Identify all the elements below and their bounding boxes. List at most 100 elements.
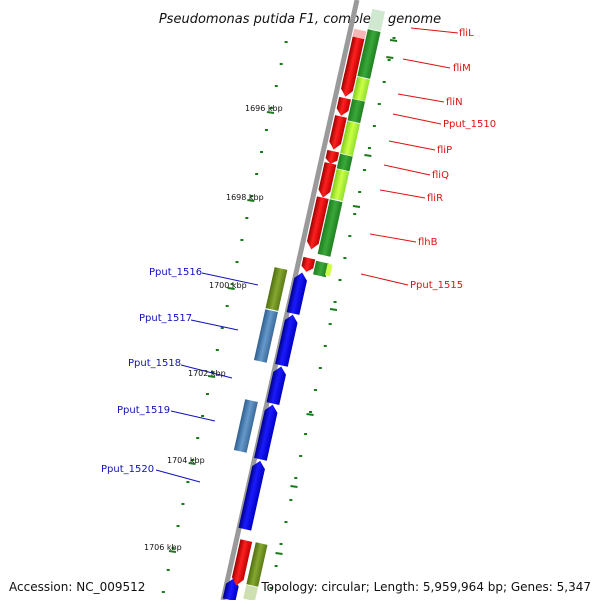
leader-line-reverse-3 <box>170 410 216 422</box>
reverse-feature-pput_1520-shape <box>238 460 265 531</box>
outer-tick-track <box>269 37 398 589</box>
reverse-feature-pput_1519 <box>254 404 278 461</box>
leader-line-forward-0 <box>410 27 459 34</box>
forward-feature-pput_1515-shape <box>301 256 316 272</box>
gene-label-pput-1518: Pput_1518 <box>128 358 181 369</box>
orthology-block-7-shape <box>313 260 329 278</box>
orthology-block-2 <box>347 98 365 124</box>
topology-text: Topology: circular; Length: 5,959,964 bp… <box>261 580 591 594</box>
orthology-block-1 <box>352 76 370 102</box>
left-orthology-block-2-shape <box>233 399 258 453</box>
gene-label-flim: fliM <box>453 63 471 74</box>
map-title: Pseudomonas putida F1, complete genome <box>159 12 441 27</box>
reverse-feature-next-shape <box>222 578 239 602</box>
orthology-block-6-shape <box>317 199 343 257</box>
orthology-block-3 <box>340 120 361 157</box>
tick-label: 1698 kbp <box>226 193 264 202</box>
major-tick-mark <box>227 287 235 290</box>
orthology-block-0 <box>357 29 381 79</box>
forward-feature-flim <box>341 72 357 97</box>
gene-label-pput-1516: Pput_1516 <box>149 267 202 278</box>
leader-line-forward-7 <box>369 233 417 243</box>
major-tick-mark <box>290 485 298 488</box>
orthology-block-3-shape <box>340 120 361 157</box>
gene-label-pput-1515: Pput_1515 <box>410 280 463 291</box>
forward-feature-flin <box>336 96 351 116</box>
left-orthology-block-0-shape <box>265 267 288 311</box>
major-tick-mark <box>389 39 398 42</box>
reverse-feature-pput_1520 <box>238 460 265 531</box>
leader-line-reverse-2 <box>180 364 233 379</box>
major-tick-mark <box>207 375 216 378</box>
reverse-feature-pput_1516-shape <box>286 272 307 315</box>
major-tick-mark <box>386 56 394 59</box>
gene-labels: fliL fliM fliN Pput_1510 fliP fliQ fliR … <box>101 28 496 475</box>
left-orthology-block-1 <box>253 309 278 363</box>
reverse-feature-pput_1516 <box>286 272 307 315</box>
orthology-block-7 <box>313 260 329 278</box>
gene-label-pput-1510: Pput_1510 <box>443 119 496 130</box>
forward-feature-pput_1515 <box>301 256 316 272</box>
forward-feature-flip <box>325 149 340 164</box>
leader-line-forward-8 <box>360 273 409 286</box>
gene-label-flhb: flhB <box>418 237 438 248</box>
left-orthology-block-2 <box>233 399 258 453</box>
leader-line-forward-3 <box>392 113 442 125</box>
orthology-block-4-shape <box>336 153 353 172</box>
forward-feature-fliq <box>318 162 337 198</box>
forward-feature-flim-shape <box>341 72 357 97</box>
tick-label: 1702 kbp <box>188 369 226 378</box>
forward-feature-lower-shape <box>231 539 253 586</box>
gene-label-flip: fliP <box>437 145 452 156</box>
tick-label: 1704 kbp <box>167 456 205 465</box>
left-orthology-block-0 <box>265 267 288 311</box>
major-tick-mark <box>364 154 372 157</box>
orthology-block-5 <box>330 168 350 202</box>
major-tick-mark <box>329 308 338 311</box>
reverse-feature-pput_1517-shape <box>275 314 298 367</box>
forward-feature-flin-shape <box>336 96 351 116</box>
orthology-block-5-shape <box>330 168 350 202</box>
forward-feature-flil-tail-shape <box>352 28 367 40</box>
leader-line-forward-5 <box>383 164 431 176</box>
accession-text: Accession: NC_009512 <box>9 580 146 594</box>
tick-label: 1706 kbp <box>144 543 182 552</box>
gene-label-flir: fliR <box>427 193 443 204</box>
leader-line-forward-6 <box>379 189 426 199</box>
gene-features <box>222 8 386 602</box>
reverse-feature-pput_1518 <box>266 366 286 405</box>
gene-label-fliq: fliQ <box>432 170 449 181</box>
gene-label-flil: fliL <box>459 28 474 39</box>
leader-line-reverse-0 <box>201 272 259 286</box>
forward-feature-pput_1510-shape <box>329 115 347 150</box>
orthology-block-lime-small-shape <box>324 263 333 277</box>
major-tick-mark <box>247 199 255 202</box>
major-tick-mark <box>188 462 196 465</box>
left-orthology-block-1-shape <box>253 309 278 363</box>
tick-label: 1700 kbp <box>209 281 247 290</box>
orthology-block-1-shape <box>352 76 370 102</box>
leader-line-forward-4 <box>388 140 436 151</box>
reverse-feature-pput_1518-shape <box>266 366 286 405</box>
gene-label-pput-1519: Pput_1519 <box>117 405 170 416</box>
forward-feature-pput_1510 <box>329 115 347 150</box>
major-tick-mark <box>168 550 177 553</box>
orthology-block-faded-shape <box>368 8 386 32</box>
forward-feature-flhb-shape <box>306 196 329 250</box>
leader-line-forward-1 <box>402 58 451 69</box>
tick-labels: 1696 kbp 1698 kbp 1700 kbp 1702 kbp 1704… <box>144 104 283 552</box>
leader-line-forward-2 <box>397 93 445 103</box>
forward-feature-flhb <box>306 196 329 250</box>
orthology-block-lower-faded <box>243 584 258 602</box>
reverse-feature-pput_1517 <box>275 314 298 367</box>
forward-feature-lower <box>231 539 253 586</box>
orthology-block-2-shape <box>347 98 365 124</box>
major-tick-mark <box>352 205 361 208</box>
leader-line-reverse-1 <box>190 319 239 331</box>
forward-feature-fliq-shape <box>318 162 337 198</box>
major-tick-mark <box>306 413 314 416</box>
forward-feature-flip-shape <box>325 149 340 164</box>
gene-label-pput-1517: Pput_1517 <box>139 313 192 324</box>
